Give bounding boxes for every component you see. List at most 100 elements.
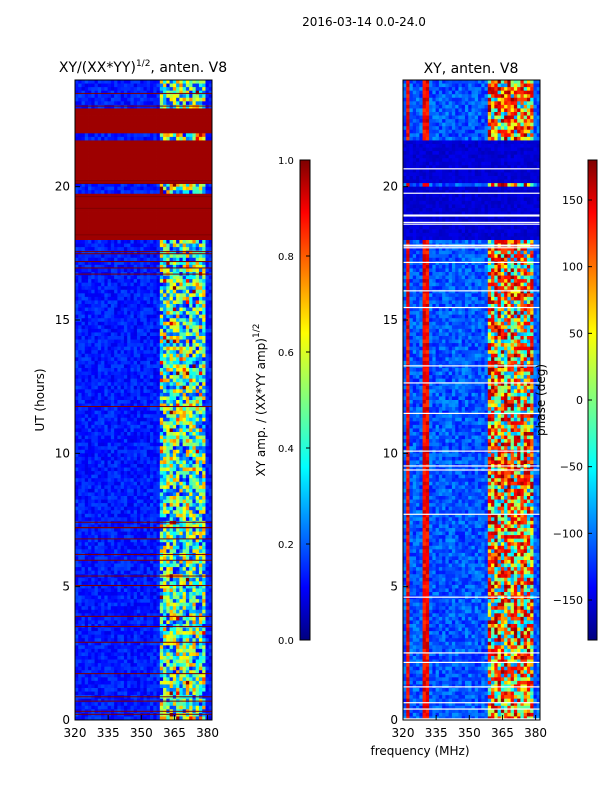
heatmap-cell [176,428,180,433]
heatmap-cell [176,236,180,241]
heatmap-cell [136,151,141,156]
heatmap-cell [84,314,89,319]
heatmap-cell [133,94,138,99]
heatmap-cell [127,282,131,287]
heatmap-cell [117,293,122,298]
heatmap-cell [107,179,112,184]
heatmap-cell [75,293,79,298]
heatmap-cell [107,435,112,440]
heatmap-cell [88,467,92,472]
heatmap-cell [94,165,99,170]
heatmap-cell [97,136,102,141]
heatmap-cell [81,385,86,390]
heatmap-cell [195,449,200,454]
heatmap-cell [156,460,161,465]
heatmap-cell [120,218,125,223]
heatmap-cell [127,407,131,412]
heatmap-cell [153,126,157,131]
heatmap-cell [169,492,174,497]
heatmap-cell [130,264,135,269]
heatmap-cell [120,296,125,301]
heatmap-cell [75,343,79,348]
heatmap-cell [140,126,144,131]
heatmap-cell [133,190,138,195]
heatmap-cell [127,400,131,404]
heatmap-cell [107,247,112,252]
heatmap-cell [179,129,184,134]
heatmap-cell [84,80,89,84]
heatmap-cell [156,108,161,113]
heatmap-cell [176,268,180,273]
heatmap-cell [159,492,164,497]
heatmap-cell [140,300,144,305]
heatmap-cell [208,147,212,152]
heatmap-cell [75,364,79,369]
heatmap-cell [120,165,125,170]
heatmap-cell [163,417,167,422]
heatmap-cell [114,449,118,454]
heatmap-cell [185,161,190,166]
heatmap-cell [91,407,95,412]
heatmap-cell [150,282,154,287]
heatmap-cell [120,318,125,323]
heatmap-cell [84,439,89,444]
heatmap-cell [91,176,95,180]
heatmap-cell [136,115,141,120]
heatmap-cell [156,314,161,319]
heatmap-cell [189,428,193,433]
heatmap-cell [185,225,190,230]
heatmap-cell [110,474,115,479]
heatmap-cell [101,126,105,131]
heatmap-cell [169,396,174,401]
heatmap-cell [172,247,177,252]
heatmap-cell [198,428,203,433]
heatmap-cell [169,126,174,131]
heatmap-cell [75,200,79,205]
heatmap-cell [202,346,206,351]
heatmap-cell [110,236,115,241]
heatmap-cell [130,346,135,351]
heatmap-cell [150,378,154,383]
heatmap-cell [78,407,82,412]
heatmap-cell [110,311,115,316]
heatmap-cell [172,321,177,326]
heatmap-cell [189,119,193,124]
heatmap-cell [133,108,138,113]
heatmap-cell [146,460,151,465]
heatmap-cell [159,250,164,255]
heatmap-cell [123,211,128,216]
heatmap-cell [104,435,109,440]
heatmap-cell [182,339,187,344]
heatmap-cell [117,254,122,259]
heatmap-cell [88,268,92,273]
heatmap-cell [78,115,82,120]
heatmap-cell [75,496,79,500]
heatmap-cell [110,168,115,173]
heatmap-cell [101,432,105,436]
heatmap-cell [172,275,177,280]
heatmap-cell [84,417,89,422]
heatmap-cell [101,218,105,223]
heatmap-cell [185,453,190,458]
heatmap-cell [91,385,95,390]
heatmap-cell [136,247,141,252]
heatmap-cell [88,161,92,166]
heatmap-cell [101,147,105,152]
heatmap-cell [88,350,92,355]
heatmap-cell [153,193,157,198]
heatmap-cell [104,122,109,127]
heatmap-cell [120,385,125,390]
heatmap-cell [107,101,112,106]
heatmap-cell [123,488,128,493]
heatmap-cell [78,446,82,451]
heatmap-cell [78,339,82,344]
heatmap-cell [120,104,125,109]
heatmap-cell [166,471,170,476]
heatmap-cell [140,481,144,486]
heatmap-cell [78,268,82,273]
heatmap-cell [140,90,144,95]
heatmap-cell [127,307,131,312]
heatmap-cell [143,325,148,330]
heatmap-cell [130,94,135,99]
heatmap-cell [110,179,115,184]
